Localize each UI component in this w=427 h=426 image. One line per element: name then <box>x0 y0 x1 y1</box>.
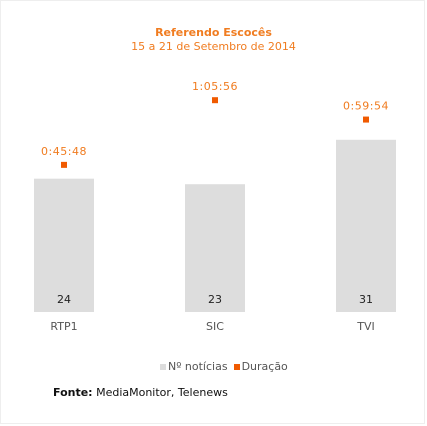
duration-label-bg <box>189 80 241 94</box>
bar-value-label: 24 <box>57 293 71 306</box>
duration-marker-tvi <box>363 116 369 123</box>
duration-value-label: 0:45:48 <box>41 145 87 158</box>
legend-swatch-noticias <box>160 363 166 370</box>
duration-value-label: 0:59:54 <box>343 100 389 113</box>
bar-tvi <box>336 139 396 312</box>
duration-label-bg <box>38 144 90 158</box>
source-note: Fonte: MediaMonitor, Telenews <box>53 386 228 399</box>
chart-title: Referendo Escocês <box>155 26 272 39</box>
legend-item-noticias[interactable]: Nº notícias <box>160 360 228 373</box>
duration-label-bg <box>340 99 392 113</box>
source-label: Fonte: <box>53 386 93 399</box>
legend-label-noticias: Nº notícias <box>168 360 228 373</box>
bar-value-label: 31 <box>359 293 373 306</box>
chart-subtitle: 15 a 21 de Setembro de 2014 <box>131 40 296 53</box>
category-label-sic: SIC <box>206 320 224 333</box>
legend-swatch-duracao <box>233 363 240 370</box>
duration-marker-sic <box>212 97 218 104</box>
legend-label-duracao: Duração <box>241 360 288 373</box>
category-label-rtp1: RTP1 <box>50 320 77 333</box>
source-text: MediaMonitor, Telenews <box>92 386 228 399</box>
legend-item-duracao[interactable]: Duração <box>233 360 288 373</box>
duration-marker-rtp1 <box>61 161 67 168</box>
bar-sic <box>185 184 245 312</box>
bar-rtp1 <box>34 178 94 312</box>
duration-value-label: 1:05:56 <box>192 80 238 93</box>
chart-legend: Nº notícias Duração <box>160 360 294 373</box>
category-label-tvi: TVI <box>356 320 375 333</box>
bar-value-label: 23 <box>208 293 222 306</box>
